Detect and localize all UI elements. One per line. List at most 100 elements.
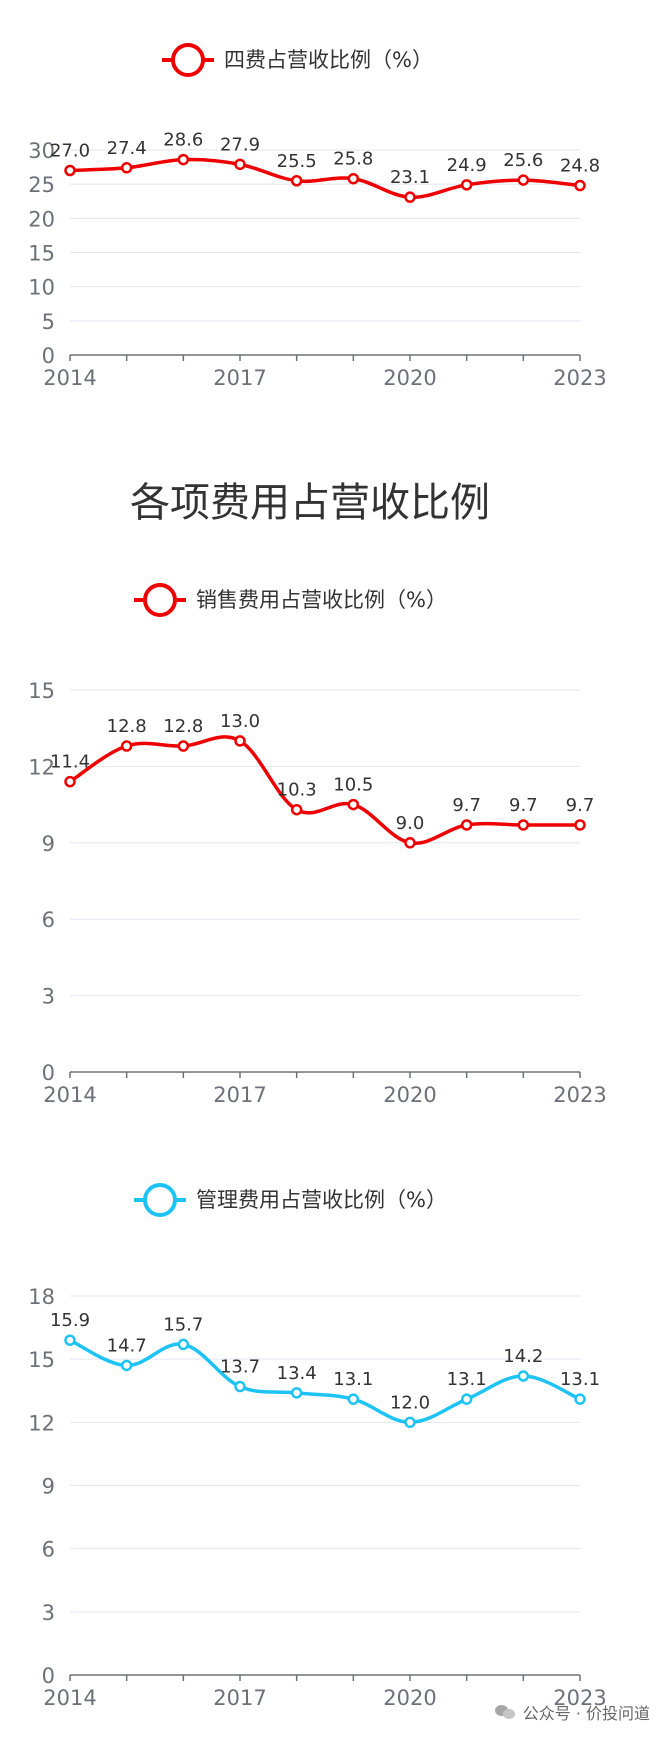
legend: 四费占营收比例（%） — [162, 43, 433, 77]
data-point — [290, 1387, 303, 1399]
x-tick-label: 2014 — [43, 366, 96, 390]
data-point — [234, 1380, 246, 1393]
legend-marker — [143, 1183, 177, 1217]
watermark-text: 公众号 · 价投问道 — [522, 1704, 650, 1723]
chart-admin-expenses: 管理费用占营收比例（%） 0 3 6 9 12 15 18 2014 2017 2020 2023 15… — [28, 1183, 607, 1710]
data-label: 24.8 — [560, 156, 600, 177]
data-point — [404, 1416, 416, 1429]
data-label: 13.1 — [333, 1369, 373, 1390]
y-tick-label: 9 — [42, 832, 55, 856]
legend-label: 管理费用占营收比例（%） — [196, 1188, 447, 1212]
y-tick-label: 30 — [28, 139, 55, 163]
data-label: 14.2 — [503, 1346, 543, 1367]
data-label: 9.0 — [396, 813, 425, 834]
data-point — [177, 1338, 190, 1351]
data-label: 27.4 — [107, 138, 147, 159]
data-label: 9.7 — [509, 795, 538, 816]
legend-label: 四费占营收比例（%） — [224, 48, 433, 72]
data-label: 13.1 — [560, 1369, 600, 1390]
data-point — [120, 162, 133, 174]
y-tick-label: 3 — [42, 1601, 55, 1625]
data-point — [460, 179, 473, 191]
data-label: 12.8 — [107, 716, 147, 737]
data-point — [120, 740, 133, 752]
y-tick-label: 0 — [42, 1664, 55, 1688]
data-label: 13.7 — [220, 1357, 260, 1378]
y-tick-label: 6 — [42, 1538, 55, 1562]
wechat-icon — [494, 1703, 517, 1721]
data-point — [460, 1393, 473, 1405]
data-label: 25.8 — [333, 149, 373, 170]
y-tick-label: 0 — [42, 1061, 55, 1085]
x-tick-label: 2014 — [43, 1083, 96, 1107]
legend-marker — [171, 43, 205, 77]
data-label: 10.5 — [333, 775, 373, 796]
data-point — [234, 158, 246, 171]
x-tick-label: 2017 — [213, 1083, 266, 1107]
y-tick-label: 25 — [28, 173, 55, 197]
y-tick-label: 18 — [28, 1285, 55, 1309]
data-label: 25.6 — [503, 150, 543, 171]
chart-four-expenses: 四费占营收比例（%） 0 5 10 15 20 25 30 2014 2017 2020 2023 27… — [28, 43, 607, 390]
legend-marker — [143, 583, 177, 617]
data-label: 14.7 — [107, 1335, 147, 1356]
data-point — [64, 164, 76, 177]
y-tick-label: 20 — [28, 207, 55, 231]
data-point — [404, 837, 416, 849]
series-line — [69, 735, 580, 845]
data-label: 10.3 — [277, 780, 317, 801]
x-tick-label: 2023 — [553, 1083, 606, 1107]
data-label: 27.9 — [220, 134, 260, 155]
y-tick-label: 5 — [42, 310, 55, 334]
data-point — [460, 819, 473, 831]
x-tick-label: 2017 — [213, 366, 266, 390]
legend: 销售费用占营收比例（%） — [134, 583, 447, 617]
legend: 管理费用占营收比例（%） — [134, 1183, 447, 1217]
data-point — [64, 775, 76, 788]
data-label: 11.4 — [50, 752, 90, 773]
legend-label: 销售费用占营收比例（%） — [196, 588, 447, 612]
y-tick-label: 0 — [42, 344, 55, 368]
data-label: 15.9 — [50, 1310, 90, 1331]
data-label: 25.5 — [277, 151, 317, 172]
data-point — [290, 803, 303, 816]
x-tick-label: 2014 — [43, 1686, 96, 1710]
y-tick-label: 15 — [28, 242, 55, 266]
y-tick-label: 10 — [28, 276, 55, 300]
page-heading: 各项费用占营收比例 — [130, 480, 490, 526]
data-point — [234, 735, 246, 747]
data-label: 27.0 — [50, 141, 90, 162]
data-label: 13.0 — [220, 711, 260, 732]
data-point — [574, 1393, 586, 1405]
y-tick-label: 3 — [42, 985, 55, 1009]
x-tick-label: 2023 — [553, 1686, 606, 1710]
data-label: 13.4 — [277, 1363, 317, 1384]
x-tick-label: 2017 — [213, 1686, 266, 1710]
series-line — [69, 1338, 581, 1425]
data-point — [574, 179, 586, 192]
data-label: 13.1 — [447, 1369, 487, 1390]
data-point — [120, 1359, 133, 1372]
data-label: 24.9 — [447, 155, 487, 176]
data-point — [347, 1393, 360, 1405]
watermark: 公众号 · 价投问道 — [494, 1700, 650, 1724]
data-point — [177, 740, 190, 752]
y-tick-label: 6 — [42, 908, 55, 932]
y-tick-label: 15 — [28, 679, 55, 703]
data-point — [347, 798, 360, 811]
data-label: 12.0 — [390, 1392, 430, 1413]
data-label: 23.1 — [390, 167, 430, 188]
x-tick-label: 2020 — [383, 366, 436, 390]
y-tick-label: 12 — [28, 1411, 55, 1435]
data-point — [517, 1370, 530, 1382]
data-label: 12.8 — [163, 716, 203, 737]
y-tick-label: 9 — [42, 1475, 55, 1499]
data-label: 28.6 — [163, 130, 203, 151]
chart-selling-expenses: 销售费用占营收比例（%） 0 3 6 9 12 15 2014 2017 2020 2023 11.4… — [28, 583, 607, 1107]
data-point — [404, 191, 416, 203]
data-point — [574, 819, 586, 831]
data-point — [517, 174, 530, 186]
data-point — [347, 172, 360, 185]
data-point — [290, 175, 303, 187]
